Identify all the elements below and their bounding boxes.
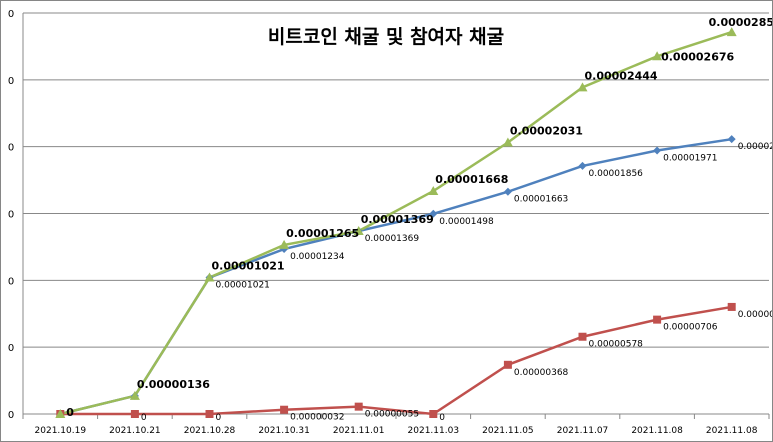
y-tick-label: 0 — [8, 343, 14, 354]
point — [429, 410, 438, 418]
data-label: 0.00000136 — [137, 378, 210, 391]
x-axis-ticks: 2021.10.19 2021.10.21 2021.10.28 2021.10.31… — [22, 414, 770, 436]
data-label: 0.00001234 — [290, 252, 345, 262]
x-tick-label: 2021.11.01 — [333, 426, 385, 436]
x-tick-label: 2021.11.05 — [482, 426, 534, 436]
point — [353, 226, 364, 236]
data-label: 0.00002857 — [709, 16, 772, 29]
data-label: 0.00001856 — [589, 169, 644, 179]
y-tick-label: 0 — [8, 9, 14, 20]
data-label: 0.00000055 — [365, 410, 419, 420]
data-label: 0.00000706 — [663, 323, 718, 333]
y-axis-ticks: 0 0 0 0 0 0 0 — [8, 9, 14, 421]
series-line — [60, 305, 732, 416]
point — [652, 51, 663, 61]
data-label: 0.00000032 — [290, 413, 344, 423]
series-line — [60, 30, 733, 416]
point — [503, 187, 512, 196]
data-label: 0.00002056 — [738, 142, 772, 152]
data-label: 0.00002676 — [661, 50, 734, 63]
data-label: 0 — [141, 413, 147, 423]
data-label: 0 — [216, 413, 222, 423]
gridlines — [22, 12, 769, 415]
data-labels: 0.00001021 0.00001234 0.00001369 0.00001498… — [66, 16, 772, 423]
point — [502, 137, 513, 147]
data-label: 0.00002031 — [510, 125, 583, 138]
point — [578, 161, 587, 170]
point — [727, 302, 736, 311]
x-tick-label: 2021.10.28 — [184, 426, 236, 436]
data-label: 0 — [66, 406, 74, 419]
point — [280, 405, 289, 414]
x-tick-label: 2021.10.19 — [35, 426, 87, 436]
point — [429, 209, 438, 218]
point — [129, 390, 140, 400]
x-tick-label: 2021.11.07 — [557, 426, 609, 436]
data-label: 0.00000368 — [514, 368, 569, 378]
x-tick-label: 2021.10.31 — [258, 426, 310, 436]
point — [503, 360, 512, 369]
data-label: 0.00001971 — [663, 154, 717, 164]
data-label: 0.00001668 — [435, 173, 508, 186]
point — [204, 272, 215, 282]
data-label: 0.00001369 — [361, 213, 434, 226]
point — [279, 239, 290, 249]
data-label: 0 — [439, 413, 445, 423]
y-tick-label: 0 — [8, 76, 14, 87]
y-tick-label: 0 — [8, 210, 14, 221]
point — [578, 332, 587, 341]
chart-title: 비트코인 채굴 및 참여자 채굴 — [268, 26, 504, 48]
x-tick-label: 2021.11.08 — [631, 426, 683, 436]
point — [726, 27, 737, 37]
point — [205, 410, 214, 418]
point — [55, 409, 66, 418]
point — [577, 82, 588, 92]
point — [428, 186, 439, 196]
x-tick-label: 2021.10.21 — [109, 426, 161, 436]
y-tick-label: 0 — [8, 276, 14, 287]
y-tick-label: 0 — [8, 410, 14, 421]
data-label: 0.00001498 — [439, 217, 494, 227]
data-label: 0.00001021 — [212, 260, 285, 273]
data-label: 0.00000801 — [738, 310, 772, 320]
data-label: 0.00000578 — [589, 340, 644, 350]
point — [727, 135, 736, 144]
y-tick-label: 0 — [8, 143, 14, 154]
data-label: 0.00001663 — [514, 195, 568, 205]
data-label: 0.00001265 — [286, 227, 359, 240]
point — [653, 315, 662, 324]
plot-area — [55, 27, 737, 418]
x-tick-label: 2021.11.03 — [408, 426, 460, 436]
data-label: 0.00001021 — [216, 281, 270, 291]
point — [354, 402, 363, 411]
data-label: 0.00002444 — [585, 69, 658, 82]
data-label: 0.00001369 — [365, 234, 420, 244]
point — [653, 146, 662, 155]
point — [130, 410, 139, 418]
x-tick-label: 2021.11.08 — [706, 426, 758, 436]
series-line — [60, 137, 732, 416]
